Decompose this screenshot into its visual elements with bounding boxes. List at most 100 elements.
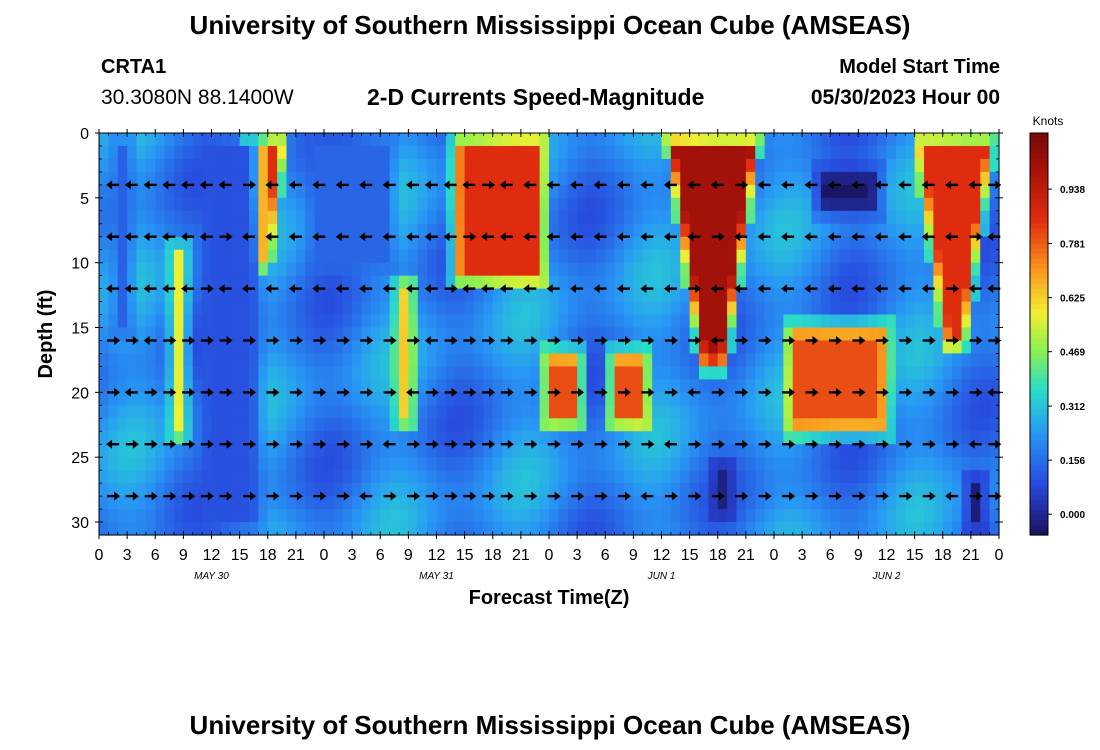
heat-cell <box>333 275 344 290</box>
heat-cell <box>905 197 916 212</box>
arrow-head <box>162 284 169 294</box>
heat-cell <box>99 392 109 406</box>
heat-cell <box>614 418 625 432</box>
heat-cell <box>792 379 803 393</box>
heat-cell <box>277 301 288 316</box>
heat-cell <box>989 210 1000 225</box>
heat-cell <box>117 288 128 303</box>
heat-cell <box>905 379 916 393</box>
heat-cell <box>802 301 813 316</box>
heat-cell <box>567 301 578 316</box>
direction-arrow <box>782 336 796 345</box>
heat-cell <box>324 236 334 251</box>
heat-cell <box>820 405 831 419</box>
heat-cell <box>680 171 691 186</box>
heat-cell <box>830 145 841 160</box>
heat-cell <box>511 431 522 445</box>
heat-cell <box>520 418 531 432</box>
heat-cell <box>455 483 466 497</box>
heat-cell <box>595 457 606 471</box>
arrow-head <box>804 180 811 190</box>
heat-cell <box>277 470 288 484</box>
heat-cell <box>464 340 475 355</box>
heat-cell <box>539 509 550 523</box>
heat-cell <box>352 275 363 290</box>
heat-cell <box>905 496 916 510</box>
heat-cell <box>839 301 850 316</box>
heat-cell <box>877 262 888 277</box>
heat-cell <box>567 262 578 277</box>
heat-cell <box>605 184 616 199</box>
heat-cell <box>399 405 409 419</box>
heat-cell <box>474 392 484 406</box>
heat-cell <box>886 366 897 380</box>
heat-cell <box>258 223 269 238</box>
heat-cell <box>520 457 531 471</box>
heat-cell <box>717 301 728 316</box>
heat-cell <box>755 470 766 484</box>
heat-cell <box>324 431 334 445</box>
heat-cell <box>445 288 456 303</box>
heat-cell <box>417 496 428 510</box>
heat-cell <box>802 184 813 199</box>
arrow-head <box>367 387 374 397</box>
x-tick-label: 18 <box>484 547 502 564</box>
heat-cell <box>614 197 625 212</box>
heat-cell <box>249 171 259 186</box>
heat-cell <box>689 210 700 225</box>
heat-cell <box>830 133 841 147</box>
heat-cell <box>389 171 400 186</box>
heat-cell <box>417 223 428 238</box>
heat-cell <box>220 496 231 510</box>
direction-arrow <box>242 232 255 242</box>
direction-arrow <box>921 284 935 294</box>
direction-arrow <box>922 336 936 345</box>
heat-cell <box>605 353 616 368</box>
heat-cell <box>764 288 775 303</box>
heat-cell <box>117 353 128 368</box>
heat-cell <box>586 197 597 212</box>
heat-cell <box>764 327 775 342</box>
heat-cell <box>108 496 119 510</box>
heat-cell <box>464 314 475 329</box>
heat-cell <box>389 418 400 432</box>
heat-cell <box>652 431 663 445</box>
heat-cell <box>492 340 503 355</box>
heat-cell <box>230 392 241 406</box>
heat-cell <box>820 340 831 355</box>
heat-cell <box>820 353 831 368</box>
direction-arrow <box>313 439 327 449</box>
heat-cell <box>849 366 859 380</box>
heat-cell <box>370 249 381 264</box>
heat-cell <box>577 405 588 419</box>
heat-cell <box>492 431 503 445</box>
heat-cell <box>924 223 934 238</box>
heat-cell <box>342 249 353 264</box>
arrow-head <box>106 180 113 190</box>
heat-cell <box>727 275 738 290</box>
heat-cell <box>324 496 334 510</box>
heat-cell <box>708 249 719 264</box>
heat-cell <box>961 470 972 484</box>
heat-cell <box>127 392 138 406</box>
heat-cell <box>783 522 794 536</box>
heat-cell <box>605 444 616 458</box>
heat-cell <box>942 288 953 303</box>
heat-cell <box>511 327 522 342</box>
heat-cell <box>474 327 484 342</box>
heat-cell <box>445 457 456 471</box>
direction-arrow <box>547 439 561 449</box>
direction-arrow <box>406 387 420 397</box>
heat-cell <box>220 301 231 316</box>
direction-arrow <box>106 284 120 294</box>
heat-cell <box>774 379 784 393</box>
heat-cell <box>239 509 250 523</box>
heat-cell <box>530 236 541 251</box>
heat-cell <box>830 470 841 484</box>
heat-cell <box>680 457 691 471</box>
heat-cell <box>520 431 531 445</box>
x-tick-label: 18 <box>259 547 277 564</box>
heat-cell <box>905 483 916 497</box>
heat-cell <box>249 483 259 497</box>
heat-cell <box>511 171 522 186</box>
